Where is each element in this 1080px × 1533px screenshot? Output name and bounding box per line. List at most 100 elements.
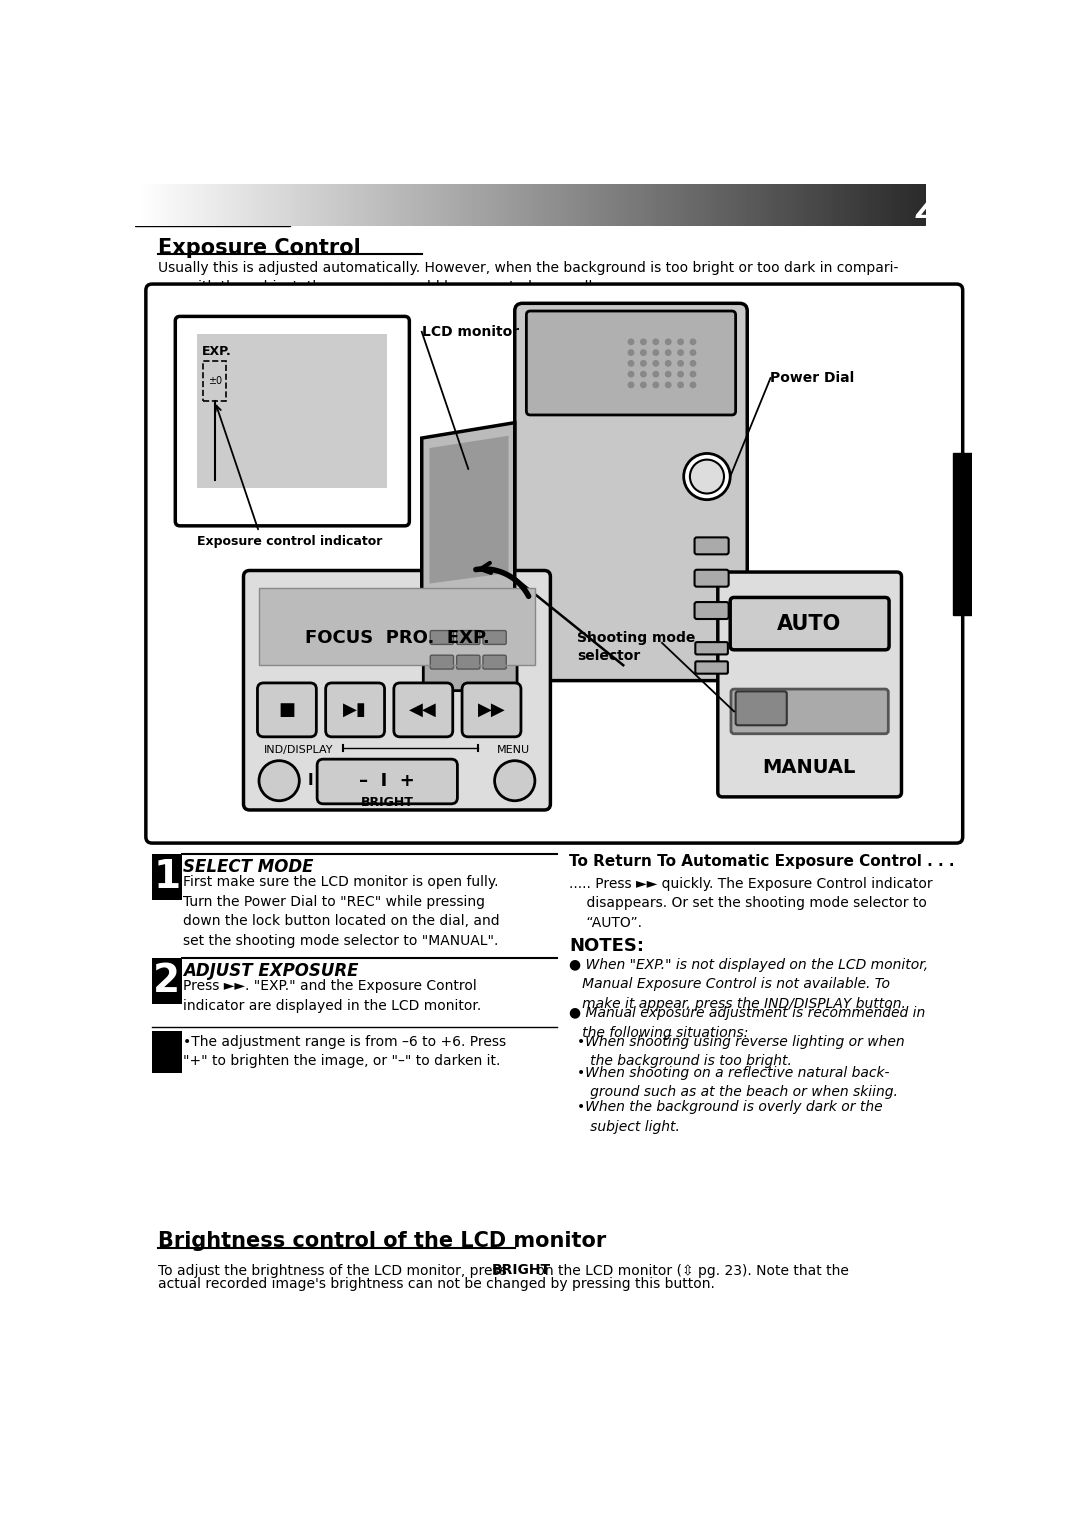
FancyBboxPatch shape [430,630,454,644]
Circle shape [678,360,684,366]
Text: Usually this is adjusted automatically. However, when the background is too brig: Usually this is adjusted automatically. … [159,261,899,294]
Circle shape [665,371,671,377]
Text: Power Dial: Power Dial [770,371,854,385]
Bar [953,454,972,615]
Circle shape [678,371,684,377]
Text: ● When "EXP." is not displayed on the LCD monitor,
   Manual Exposure Control is: ● When "EXP." is not displayed on the LC… [569,958,928,1010]
FancyBboxPatch shape [430,655,454,668]
FancyBboxPatch shape [146,284,962,843]
FancyBboxPatch shape [457,655,480,668]
Text: BRIGHT: BRIGHT [491,1263,551,1277]
Text: ● Manual exposure adjustment is recommended in
   the following situations:: ● Manual exposure adjustment is recommen… [569,1006,926,1039]
Circle shape [629,360,634,366]
Circle shape [653,350,659,356]
Text: ..... Press ►► quickly. The Exposure Control indicator
    disappears. Or set th: ..... Press ►► quickly. The Exposure Con… [569,877,933,931]
FancyBboxPatch shape [423,609,517,691]
Text: Press ►►. "EXP." and the Exposure Control
indicator are displayed in the LCD mon: Press ►►. "EXP." and the Exposure Contro… [183,980,482,1013]
Circle shape [665,360,671,366]
FancyBboxPatch shape [257,682,316,737]
Text: ADJUST EXPOSURE: ADJUST EXPOSURE [183,963,359,981]
Bar [135,184,291,227]
FancyBboxPatch shape [694,602,729,619]
Polygon shape [430,435,509,584]
FancyBboxPatch shape [731,688,889,734]
Circle shape [640,360,646,366]
Text: MENU: MENU [497,745,530,754]
Circle shape [640,371,646,377]
Circle shape [653,339,659,345]
Bar [197,334,387,487]
FancyBboxPatch shape [326,682,384,737]
Circle shape [629,371,634,377]
Text: IND/DISPLAY: IND/DISPLAY [264,745,333,754]
FancyBboxPatch shape [515,304,747,681]
FancyBboxPatch shape [175,316,409,526]
Circle shape [690,360,696,366]
Circle shape [684,454,730,500]
FancyBboxPatch shape [462,682,521,737]
Text: BRIGHT: BRIGHT [361,796,414,809]
Text: –  I  +: – I + [359,773,415,791]
Circle shape [665,350,671,356]
Text: 2: 2 [153,961,180,1000]
Bar [203,362,227,402]
Circle shape [495,760,535,800]
Circle shape [653,360,659,366]
FancyBboxPatch shape [735,691,786,725]
Circle shape [665,382,671,388]
Text: •When the background is overly dark or the
   subject light.: •When the background is overly dark or t… [577,1101,882,1134]
FancyBboxPatch shape [694,538,729,555]
Circle shape [690,460,724,494]
Text: I: I [308,773,313,788]
Text: NOTES:: NOTES: [569,937,644,955]
Circle shape [640,350,646,356]
Bar [259,589,535,665]
Text: ▶▶: ▶▶ [477,701,505,719]
Circle shape [629,350,634,356]
Text: •When shooting using reverse lighting or when
   the background is too bright.: •When shooting using reverse lighting or… [577,1035,904,1069]
Text: Shooting mode
selector: Shooting mode selector [577,630,696,662]
Text: •When shooting on a reflective natural back-
   ground such as at the beach or w: •When shooting on a reflective natural b… [577,1065,897,1099]
FancyBboxPatch shape [243,570,551,809]
Text: Brightness control of the LCD monitor: Brightness control of the LCD monitor [159,1231,607,1251]
Circle shape [640,339,646,345]
Text: AUTO: AUTO [778,613,841,633]
Circle shape [653,382,659,388]
Text: SELECT MODE: SELECT MODE [183,858,313,877]
Text: Exposure Control: Exposure Control [159,238,361,258]
Bar [152,854,181,900]
Text: FOCUS  PRO.  EXP.: FOCUS PRO. EXP. [305,629,489,647]
Text: To Return To Automatic Exposure Control . . .: To Return To Automatic Exposure Control … [569,854,955,869]
Text: ±0: ±0 [207,376,221,386]
Text: MANUAL: MANUAL [762,759,856,777]
Bar [152,1032,181,1073]
Text: 1: 1 [153,858,180,895]
Text: on the LCD monitor (⇳ pg. 23). Note that the: on the LCD monitor (⇳ pg. 23). Note that… [531,1263,849,1277]
Bar [152,958,181,1004]
Text: •The adjustment range is from –6 to +6. Press
"+" to brighten the image, or "–" : •The adjustment range is from –6 to +6. … [183,1035,507,1069]
FancyBboxPatch shape [696,642,728,655]
Circle shape [690,339,696,345]
Text: ■: ■ [279,701,296,719]
FancyBboxPatch shape [394,682,453,737]
FancyBboxPatch shape [718,572,902,797]
Text: EXP.: EXP. [202,345,231,357]
Circle shape [690,371,696,377]
Circle shape [678,339,684,345]
Text: ▶▮: ▶▮ [343,701,367,719]
Polygon shape [422,423,515,615]
FancyBboxPatch shape [483,630,507,644]
Circle shape [640,382,646,388]
Circle shape [259,760,299,800]
Circle shape [690,382,696,388]
Circle shape [690,350,696,356]
Text: To adjust the brightness of the LCD monitor, press: To adjust the brightness of the LCD moni… [159,1263,511,1277]
Circle shape [653,371,659,377]
Circle shape [629,339,634,345]
FancyBboxPatch shape [318,759,458,803]
Bar [259,589,535,665]
Text: First make sure the LCD monitor is open fully.
Turn the Power Dial to "REC" whil: First make sure the LCD monitor is open … [183,875,500,947]
Text: 47: 47 [915,185,996,242]
FancyBboxPatch shape [694,570,729,587]
FancyBboxPatch shape [457,630,480,644]
